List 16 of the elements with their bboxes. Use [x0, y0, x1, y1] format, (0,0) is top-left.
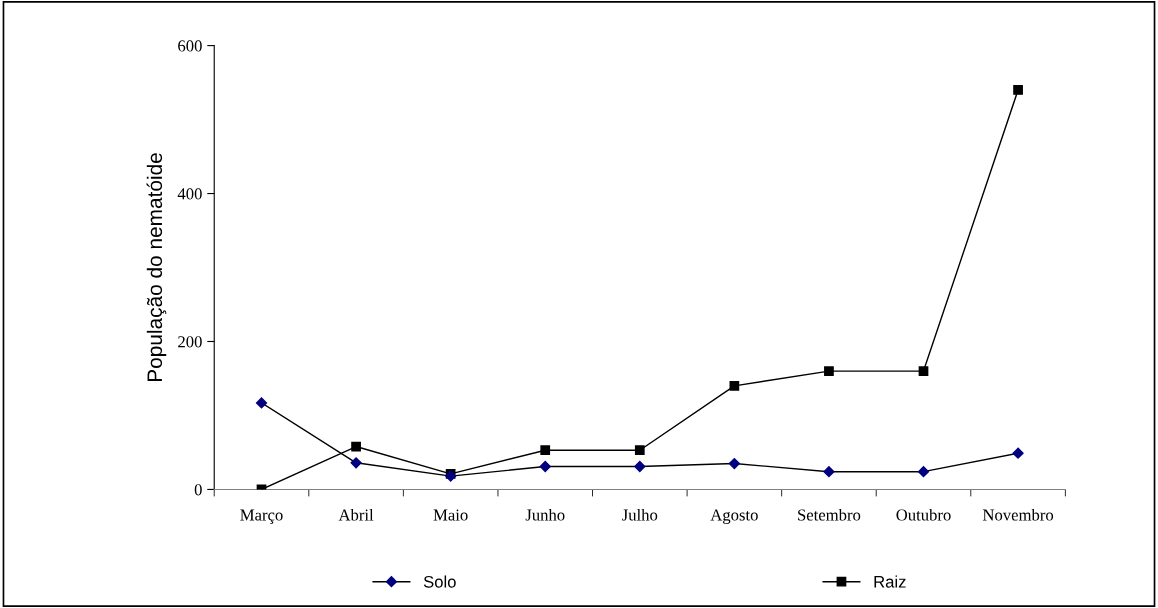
x-tick-label: Março	[240, 509, 283, 524]
legend-label: Raiz	[874, 575, 906, 588]
x-tick-label: Setembro	[798, 508, 861, 521]
x-tick-label: Maio	[433, 509, 468, 521]
y-tick-label: 400	[177, 188, 202, 200]
x-tick-label: Outubro	[896, 508, 951, 521]
x-tick-label: Abril	[338, 508, 374, 521]
legend-label: Solo	[423, 575, 456, 588]
y-tick-label: 200	[178, 336, 202, 348]
y-tick-label: 0	[194, 484, 202, 496]
y-tick-label: 600	[178, 40, 202, 52]
x-tick-label: Novembro	[982, 508, 1054, 521]
x-tick-label: Agosto	[710, 509, 758, 524]
x-tick-label: Julho	[622, 508, 658, 521]
x-tick-label: Junho	[525, 508, 565, 521]
y-axis-title: População do nematóide	[146, 153, 167, 382]
